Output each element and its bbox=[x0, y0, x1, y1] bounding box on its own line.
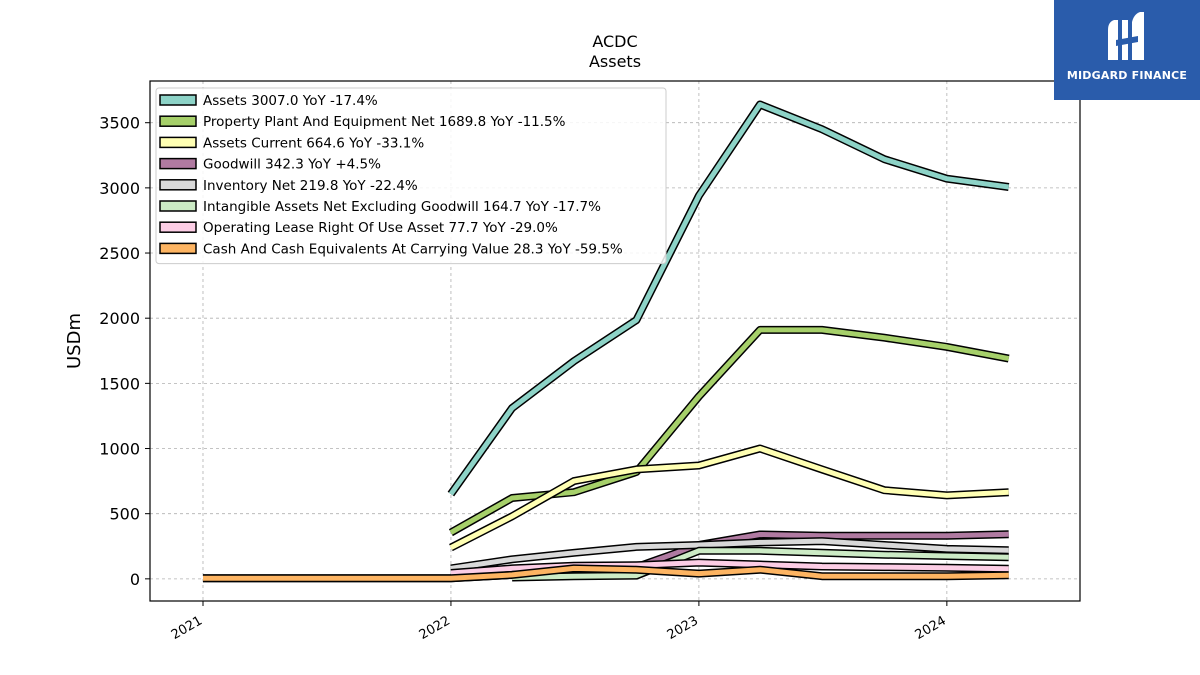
series-stroke bbox=[450, 538, 1009, 571]
chart-title: ACDC bbox=[592, 32, 638, 51]
y-tick-label: 0 bbox=[130, 570, 140, 589]
legend-swatch bbox=[159, 94, 197, 106]
y-tick-label: 500 bbox=[109, 505, 140, 524]
x-tick-label: 2024 bbox=[913, 613, 949, 643]
plot-frame bbox=[149, 80, 1081, 602]
series-stroke bbox=[450, 560, 1009, 576]
series-line-3 bbox=[449, 444, 1009, 552]
legend-swatch bbox=[159, 200, 197, 212]
legend-box bbox=[155, 87, 667, 265]
legend-label: Assets Current 664.6 YoY -33.1% bbox=[203, 135, 424, 151]
chart-subtitle: Assets bbox=[588, 52, 642, 71]
y-tick-label: 3500 bbox=[99, 114, 140, 133]
series-stroke bbox=[449, 446, 1009, 550]
x-tick-label: 2023 bbox=[665, 613, 701, 643]
series-line-7 bbox=[450, 558, 1009, 577]
y-tick-label: 1500 bbox=[99, 374, 140, 393]
series-line-5 bbox=[450, 537, 1009, 573]
series-line-1 bbox=[447, 100, 1010, 497]
logo-mark-icon bbox=[1108, 12, 1144, 60]
y-tick-label: 1000 bbox=[99, 440, 140, 459]
series-stroke bbox=[448, 102, 1010, 496]
legend-label: Assets 3007.0 YoY -17.4% bbox=[203, 93, 378, 109]
y-tick-label: 2000 bbox=[99, 309, 140, 328]
y-tick-label: 3000 bbox=[99, 179, 140, 198]
legend-label: Property Plant And Equipment Net 1689.8 … bbox=[203, 114, 566, 130]
legend-swatch bbox=[159, 221, 197, 233]
x-tick-label: 2022 bbox=[417, 613, 453, 643]
legend-swatch bbox=[159, 157, 197, 170]
series-stroke bbox=[203, 565, 1009, 581]
logo-text: MIDGARD FINANCE bbox=[1066, 69, 1188, 82]
legend-swatch bbox=[159, 115, 197, 127]
x-tick-label: 2021 bbox=[169, 613, 205, 643]
legend-label: Inventory Net 219.8 YoY -22.4% bbox=[203, 178, 418, 194]
series-line-8 bbox=[203, 564, 1009, 583]
legend-label: Operating Lease Right Of Use Asset 77.7 … bbox=[203, 220, 558, 236]
legend-label: Intangible Assets Net Excluding Goodwill… bbox=[203, 199, 601, 215]
y-tick-label: 2500 bbox=[99, 244, 140, 263]
legend-swatch bbox=[159, 136, 197, 149]
legend-label: Cash And Cash Equivalents At Carrying Va… bbox=[203, 241, 623, 257]
legend-swatch bbox=[159, 242, 197, 255]
legend-swatch bbox=[159, 179, 197, 191]
legend-label: Goodwill 342.3 YoY +4.5% bbox=[203, 157, 381, 173]
series-stroke bbox=[512, 548, 1009, 580]
series-line-6 bbox=[512, 546, 1009, 582]
brand-logo: MIDGARD FINANCE bbox=[1054, 0, 1200, 100]
y-axis-label: USDm bbox=[64, 313, 85, 369]
